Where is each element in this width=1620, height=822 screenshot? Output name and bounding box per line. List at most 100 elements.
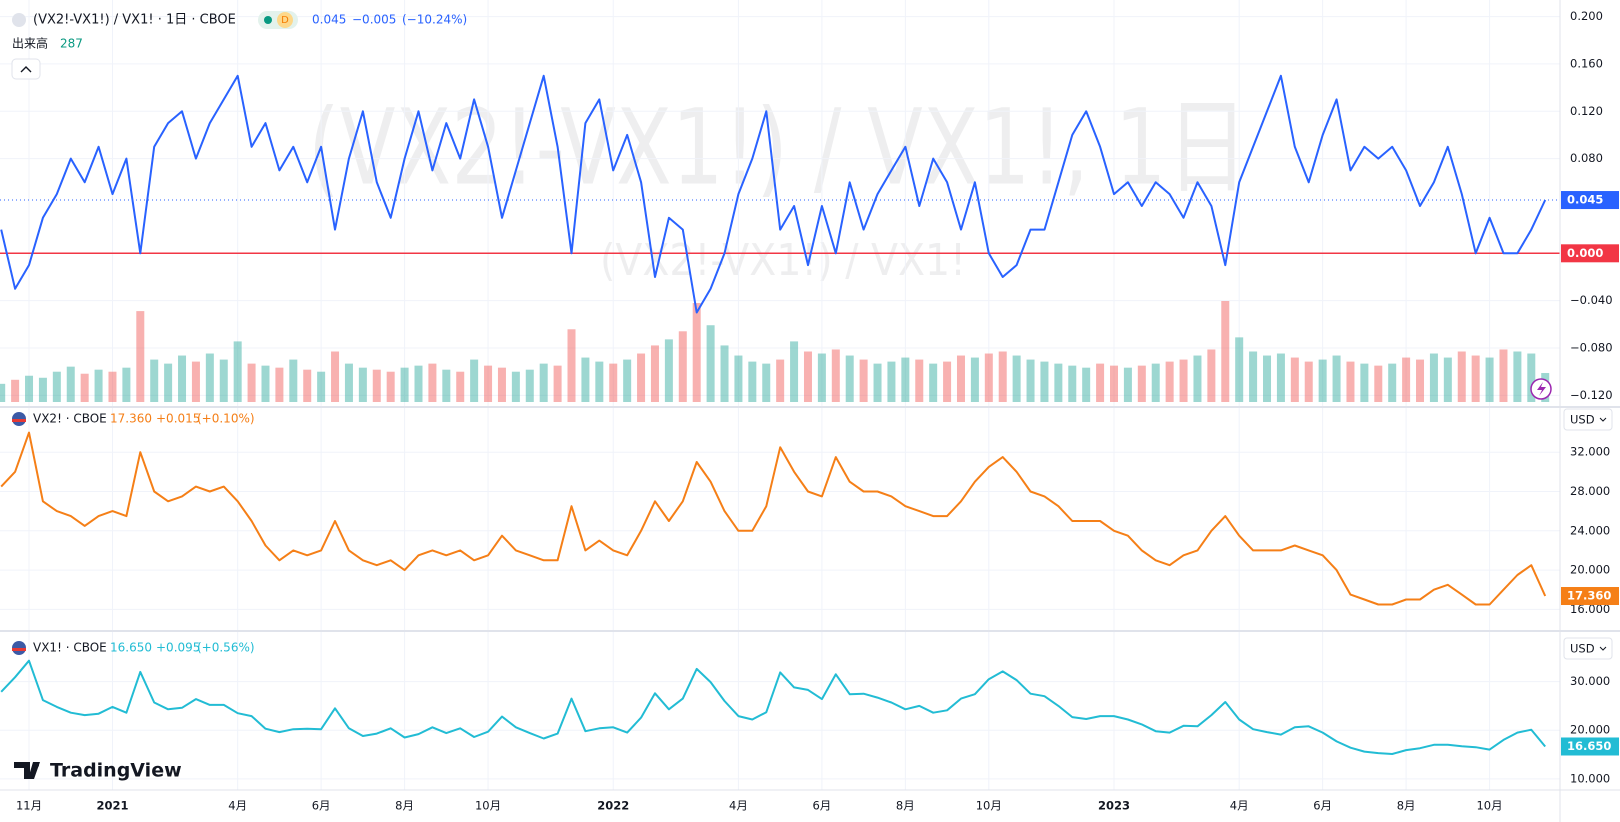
badge-label: D [281,15,289,26]
volume-bar [1054,363,1063,402]
market-dot [264,16,272,24]
volume-bar [1026,359,1035,402]
volume-bar [1096,363,1105,402]
y-tick-label: 0.120 [1570,104,1603,118]
badge-circle [277,12,293,28]
dropdown-icon [1599,646,1607,651]
volume-bar [1276,353,1285,402]
y-tick-label: −0.080 [1570,341,1613,355]
y-tick-label: 0.080 [1570,151,1603,165]
volume-bar [1290,357,1299,402]
series-line [0,431,1547,606]
symbol-title[interactable]: (VX2!-VX1!) / VX1! · 1日 · CBOE [33,13,236,28]
volume-bar [1332,355,1341,402]
flag-stripe [12,648,26,651]
volume-bar [650,345,659,402]
volume-bar [956,355,965,402]
volume-bar [595,361,604,402]
volume-bar [11,379,20,402]
volume-bar [831,349,840,402]
series-title[interactable]: VX2! · CBOE [33,412,107,426]
volume-bar [720,345,729,402]
volume-bar [1485,357,1494,402]
volume-bar [1416,359,1425,402]
logo-text[interactable]: TradingView [50,760,182,782]
volume-bar [1165,361,1174,402]
volume-bar [692,303,701,402]
volume-bar [164,363,173,402]
collapse-button[interactable] [11,58,41,80]
volume-bar [1346,361,1355,402]
x-tick-label: 2023 [1098,799,1130,813]
volume-bar [1137,365,1146,402]
y-tick-label: 0.200 [1570,9,1603,23]
y-tick-label: 10.000 [1570,771,1610,785]
volume-bar [219,359,228,402]
volume-bar [1304,361,1313,402]
volume-bar [511,371,520,402]
y-tick-label: 16.000 [1570,602,1610,616]
volume-bar [456,371,465,402]
volume-bar [136,311,145,402]
volume-bar [358,367,367,402]
volume-bar [1499,349,1508,402]
volume-bar [317,371,326,402]
volume-bar [609,363,618,402]
volume-bar [970,357,979,402]
series-line [0,74,1547,314]
y-tick-label: 20.000 [1570,723,1610,737]
currency-button[interactable] [1563,637,1613,660]
volume-bar [803,351,812,402]
logo-dot [33,762,39,768]
x-tick-label: 8月 [1397,799,1416,813]
last-price-label: 17.360 [1567,589,1611,603]
volume-bar [414,365,423,402]
volume-bar [25,375,34,402]
volume-bar [817,353,826,402]
last-price-tag [1561,587,1619,606]
legend-value: 17.360 [110,412,152,426]
volume-bar [525,369,534,402]
volume-bar [637,353,646,402]
x-tick-label: 6月 [1313,799,1332,813]
volume-bar [1110,365,1118,402]
currency-button[interactable] [1563,408,1613,431]
volume-bar [859,359,868,402]
flag-stripe [12,419,26,422]
dropdown-icon [1599,417,1607,422]
volume-bar [497,367,506,402]
volume-bar [122,367,131,402]
volume-bar [762,363,771,402]
x-tick-label: 6月 [312,799,331,813]
x-tick-label: 10月 [1476,799,1502,813]
watermark-main: (VX2!-VX1!) / VX1!, 1日 [308,86,1248,208]
volume-bar [66,366,75,402]
y-tick-label: 24.000 [1570,523,1610,537]
y-tick-label: −0.120 [1570,388,1613,402]
volume-bar [303,369,312,402]
volume-bar [998,351,1007,402]
volume-bar [1388,363,1397,402]
legend-change: +0.095 [156,641,200,655]
volume-bar [567,329,576,402]
volume-bar [984,353,993,402]
watermark: (VX2!-VX1!) / VX1!, 1日 (VX2!-VX1!) / VX1… [308,86,1248,286]
legend-change-pct: (+0.10%) [197,412,255,426]
volume-bar [442,369,451,402]
x-tick-label: 8月 [395,799,414,813]
volume-bar [776,359,785,402]
volume-bar [734,355,743,402]
legend-value: 0.045 [312,13,346,27]
volume-bar [1179,359,1188,402]
volume-bar [943,361,952,402]
volume-bar [108,371,117,402]
volume-bar [790,341,799,402]
watermark-sub: (VX2!-VX1!) / VX1! [600,235,966,286]
volume-bar [178,355,187,402]
series-title[interactable]: VX1! · CBOE [33,641,107,655]
volume-bar [873,363,882,402]
volume-bar [1151,363,1160,402]
volume-bar [205,353,214,402]
